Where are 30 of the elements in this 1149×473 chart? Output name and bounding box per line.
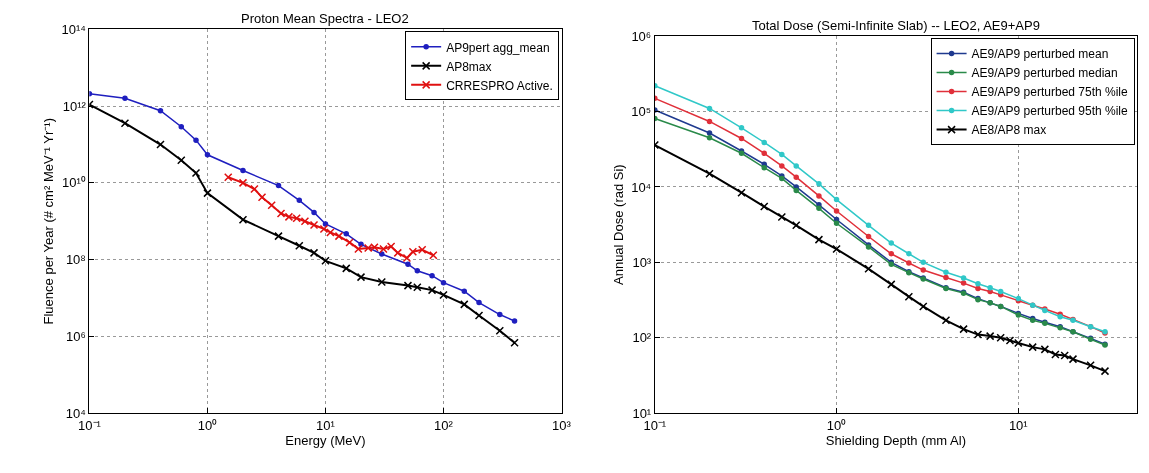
x-tick-label: 10² <box>434 417 454 433</box>
x-tick-label: 10¹ <box>1008 417 1029 433</box>
chart-title: Proton Mean Spectra - LEO2 <box>241 11 409 26</box>
y-tick-label: 10⁵ <box>631 104 652 120</box>
y-tick-label: 10¹⁴ <box>61 21 86 37</box>
legend-label: AE9/AP9 perturbed median <box>971 66 1118 81</box>
y-tick-label: 10¹² <box>62 98 87 114</box>
y-axis-title: Fluence per Year (# cm² MeV⁻¹ Yr⁻¹) <box>41 118 57 325</box>
y-tick-label: 10² <box>632 330 652 346</box>
y-tick-label: 10⁶ <box>631 28 652 44</box>
y-tick-label: 10⁴ <box>631 179 652 195</box>
legend-label: AP8max <box>446 59 492 74</box>
x-axis-title: Shielding Depth (mm Al) <box>825 432 966 448</box>
x-tick-label: 10¹ <box>316 417 336 433</box>
y-tick-label: 10⁶ <box>66 328 86 344</box>
legend-label: AE9/AP9 perturbed 75th %ile <box>971 85 1129 100</box>
y-tick-label: 10¹⁰ <box>62 175 86 191</box>
x-axis-title: Energy (MeV) <box>285 432 366 448</box>
y-tick-label: 10⁸ <box>65 252 86 268</box>
legend-label: AE8/AP8 max <box>971 123 1047 138</box>
legend-label: AP9pert agg_mean <box>446 40 550 55</box>
y-axis-title: Annual Dose (rad Si) <box>611 164 627 285</box>
x-tick-label: 10⁰ <box>826 417 847 433</box>
legend-label: CRRESPRO Active. <box>446 78 553 93</box>
x-tick-label: 10⁰ <box>197 417 218 433</box>
x-tick-label: 10³ <box>552 417 572 433</box>
y-tick-label: 10³ <box>632 254 652 270</box>
legend-label: AE9/AP9 perturbed mean <box>971 47 1109 62</box>
chart-title: Total Dose (Semi-Infinite Slab) -- LEO2, AE9+AP9 <box>752 18 1040 33</box>
legend-label: AE9/AP9 perturbed 95th %ile <box>971 104 1129 119</box>
